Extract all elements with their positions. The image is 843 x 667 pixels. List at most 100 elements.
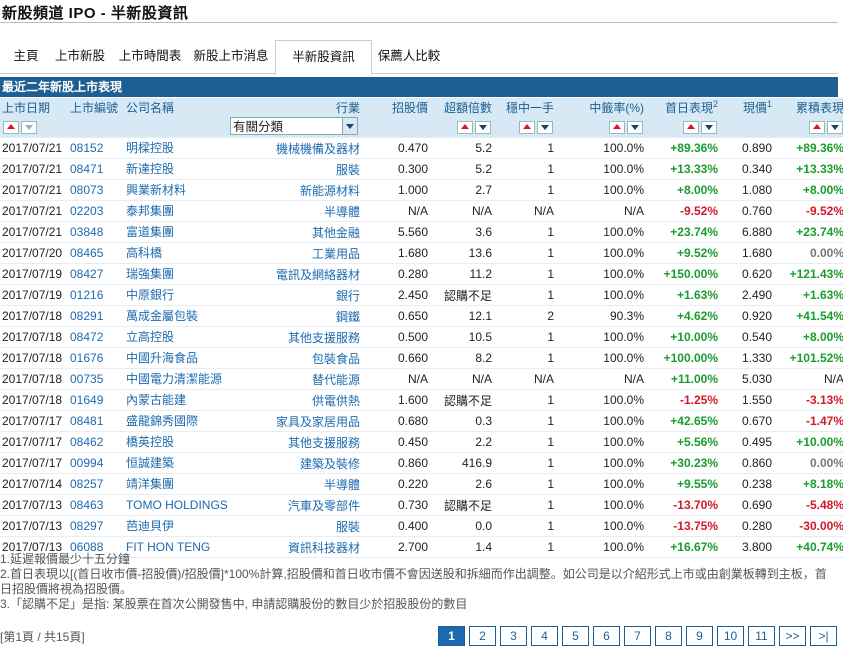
sort-asc-icon[interactable] <box>683 120 699 134</box>
row-code[interactable]: 08463 <box>68 494 124 516</box>
row-name[interactable]: 立高控股 <box>124 326 234 348</box>
row-name[interactable]: 恒誠建築 <box>124 452 234 474</box>
row-code[interactable]: 08465 <box>68 242 124 264</box>
row-name[interactable]: 內蒙古能建 <box>124 389 234 411</box>
row-code[interactable]: 08471 <box>68 158 124 180</box>
tab-ipo-news[interactable]: 新股上市消息 <box>193 49 269 63</box>
sort-desc-icon[interactable] <box>475 120 491 134</box>
col-current[interactable]: 現價1 <box>720 98 774 116</box>
row-name[interactable]: FIT HON TENG <box>124 536 234 558</box>
sort-asc-icon[interactable] <box>609 120 625 134</box>
col-oversub[interactable]: 超額倍數 <box>430 98 494 116</box>
row-code[interactable]: 06088 <box>68 536 124 558</box>
row-name[interactable]: 瑞強集團 <box>124 263 234 285</box>
next-page-button[interactable]: >> <box>779 626 806 646</box>
row-name[interactable]: 盛龍錦秀國際 <box>124 410 234 432</box>
table-row: 2017/07/18 00735 中國電力清潔能源 替代能源 N/A N/A N/A N/A +… <box>0 368 843 390</box>
row-name[interactable]: 萬成金屬包裝 <box>124 305 234 327</box>
page-button[interactable]: 3 <box>500 626 527 646</box>
row-code[interactable]: 00994 <box>68 452 124 474</box>
row-cumulative: +13.33% <box>774 158 843 180</box>
row-name[interactable]: TOMO HOLDINGS <box>124 494 234 516</box>
table-row: 2017/07/14 08257 靖洋集團 半導體 0.220 2.6 1 100.0% +9.… <box>0 473 843 495</box>
sort-desc-icon[interactable] <box>827 120 843 134</box>
sort-row <box>0 116 843 138</box>
row-code[interactable]: 08462 <box>68 431 124 453</box>
page-button[interactable]: 11 <box>748 626 775 646</box>
tab-new-listings[interactable]: 上市新股 <box>54 49 105 63</box>
row-code[interactable]: 08152 <box>68 137 124 159</box>
col-one-lot[interactable]: 穩中一手 <box>494 98 556 116</box>
col-first-day[interactable]: 首日表現2 <box>646 98 720 116</box>
industry-filter-select[interactable]: 有關分類 <box>230 117 358 135</box>
row-name[interactable]: 中國電力清潔能源 <box>124 368 234 390</box>
row-name[interactable]: 泰邦集團 <box>124 200 234 222</box>
row-code[interactable]: 08472 <box>68 326 124 348</box>
tab-recent-ipo[interactable]: 半新股資訊 <box>275 40 372 75</box>
row-name[interactable]: 富道集團 <box>124 221 234 243</box>
col-date[interactable]: 上市日期 <box>0 98 68 116</box>
row-code[interactable]: 08257 <box>68 473 124 495</box>
row-name[interactable]: 中原銀行 <box>124 284 234 306</box>
col-industry[interactable]: 行業 <box>234 98 362 116</box>
row-name[interactable]: 興業新材料 <box>124 179 234 201</box>
page-button[interactable]: 7 <box>624 626 651 646</box>
row-oversub: 13.6 <box>430 242 494 264</box>
page-button[interactable]: 6 <box>593 626 620 646</box>
page-button[interactable]: 9 <box>686 626 713 646</box>
sort-asc-icon[interactable] <box>519 120 535 134</box>
row-code[interactable]: 02203 <box>68 200 124 222</box>
sort-desc-icon[interactable] <box>627 120 643 134</box>
sort-asc-icon[interactable] <box>809 120 825 134</box>
col-cumulative[interactable]: 累積表現 <box>774 98 843 116</box>
row-code[interactable]: 08481 <box>68 410 124 432</box>
sort-desc-icon[interactable] <box>537 120 553 134</box>
row-name[interactable]: 高科橋 <box>124 242 234 264</box>
row-rate: 100.0% <box>556 431 646 453</box>
col-code[interactable]: 上市編號 <box>68 98 124 116</box>
row-code[interactable]: 01216 <box>68 284 124 306</box>
row-one-lot: 1 <box>494 515 556 537</box>
row-name[interactable]: 中國升海食品 <box>124 347 234 369</box>
row-code[interactable]: 08291 <box>68 305 124 327</box>
page-button[interactable]: 4 <box>531 626 558 646</box>
last-page-button[interactable]: >| <box>810 626 837 646</box>
row-code[interactable]: 08427 <box>68 263 124 285</box>
sort-asc-icon[interactable] <box>457 120 473 134</box>
col-rate[interactable]: 中籤率(%) <box>556 98 646 116</box>
row-date: 2017/07/20 <box>0 242 68 264</box>
page-button[interactable]: 1 <box>438 626 465 646</box>
row-first-day: -1.25% <box>646 389 720 411</box>
row-name[interactable]: 新達控股 <box>124 158 234 180</box>
page-button[interactable]: 8 <box>655 626 682 646</box>
tab-home[interactable]: 主頁 <box>13 49 39 63</box>
col-price[interactable]: 招股價 <box>362 98 430 116</box>
row-code[interactable]: 03848 <box>68 221 124 243</box>
table-row: 2017/07/18 01676 中國升海食品 包裝食品 0.660 8.2 1 100.0%… <box>0 347 843 369</box>
tab-listing-schedule[interactable]: 上市時間表 <box>118 49 182 63</box>
row-code[interactable]: 01649 <box>68 389 124 411</box>
row-current: 1.080 <box>720 179 774 201</box>
page-button[interactable]: 10 <box>717 626 744 646</box>
page-button[interactable]: 2 <box>469 626 496 646</box>
sort-desc-icon[interactable] <box>21 120 37 134</box>
row-oversub: 認購不足 <box>430 389 494 411</box>
table-row: 2017/07/20 08465 高科橋 工業用品 1.680 13.6 1 100.0% +9… <box>0 242 843 264</box>
col-name[interactable]: 公司名稱 <box>124 98 234 116</box>
row-code[interactable]: 08073 <box>68 179 124 201</box>
row-name[interactable]: 明樑控股 <box>124 137 234 159</box>
row-name[interactable]: 芭迪貝伊 <box>124 515 234 537</box>
tab-sponsor-compare[interactable]: 保薦人比較 <box>377 49 441 63</box>
sort-asc-icon[interactable] <box>3 120 19 134</box>
row-code[interactable]: 01676 <box>68 347 124 369</box>
row-code[interactable]: 08297 <box>68 515 124 537</box>
footnote: 1.延遲報價最少十五分鐘 <box>0 552 131 566</box>
row-current: 0.495 <box>720 431 774 453</box>
row-one-lot: 1 <box>494 326 556 348</box>
row-code[interactable]: 00735 <box>68 368 124 390</box>
page-button[interactable]: 5 <box>562 626 589 646</box>
sort-desc-icon[interactable] <box>701 120 717 134</box>
row-name[interactable]: 靖洋集團 <box>124 473 234 495</box>
row-name[interactable]: 橋英控股 <box>124 431 234 453</box>
row-price: 0.860 <box>362 452 430 474</box>
